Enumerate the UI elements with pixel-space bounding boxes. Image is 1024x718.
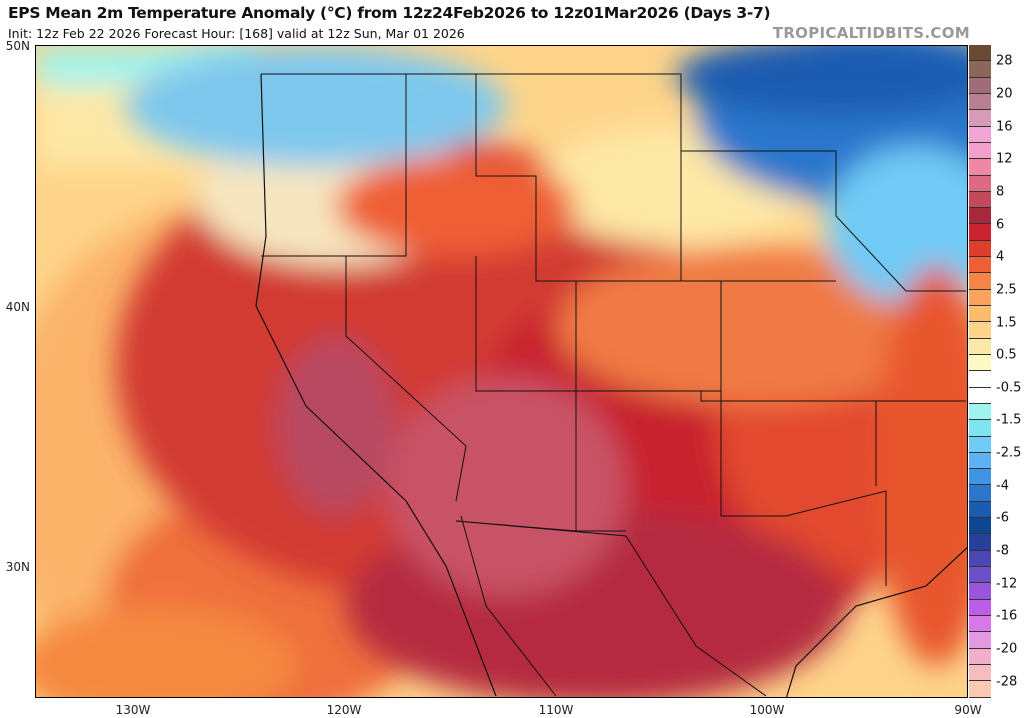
colorbar-swatch [969,599,991,616]
colorbar-swatch [969,436,991,453]
lon-label-110w: 110W [538,703,574,717]
colorbar-label: -4 [996,478,1009,494]
colorbar-label: -20 [996,641,1018,657]
colorbar-label: -2.5 [996,445,1022,461]
colorbar-swatch [969,77,991,94]
colorbar-swatch [969,110,991,127]
west-coastline [255,73,497,697]
lon-label-130w: 130W [115,703,151,717]
colorbar-swatch [969,45,991,62]
colorbar-swatch [969,501,991,519]
colorbar-label: 2.5 [996,282,1017,298]
colorbar-label: -0.5 [996,380,1022,396]
colorbar-swatch [969,240,991,258]
colorbar-swatch [969,583,991,600]
colorbar-label: -28 [996,674,1018,690]
colorbar-swatch [969,567,991,584]
colorbar [969,45,991,698]
lat-label-50n: 50N [5,39,30,53]
map-subtitle: Init: 12z Feb 22 2026 Forecast Hour: [16… [8,26,465,41]
colorbar-swatch [969,371,991,388]
colorbar-swatch [969,534,991,551]
lon-label-120w: 120W [326,703,362,717]
colorbar-swatch [969,289,991,306]
colorbar-swatch [969,208,991,225]
gulf-of-california-coast [460,515,557,697]
colorbar-swatch [969,452,991,470]
colorbar-swatch [969,518,991,535]
brand-watermark: TROPICALTIDBITS.COM [772,24,970,42]
colorbar-swatch [969,420,991,437]
colorbar-label: -1.5 [996,412,1022,428]
colorbar-swatch [969,126,991,143]
colorbar-swatch [969,354,991,372]
colorbar-swatch [969,159,991,176]
colorbar-swatch [969,175,991,192]
colorbar-swatch [969,306,991,323]
colorbar-label: 8 [996,184,1005,200]
colorbar-swatch [969,485,991,502]
colorbar-swatch [969,387,991,404]
colorbar-swatch [969,191,991,209]
temperature-anomaly-map [35,45,968,698]
colorbar-swatch [969,322,991,339]
colorbar-label: -16 [996,608,1018,624]
colorbar-label: 4 [996,249,1005,265]
colorbar-swatch [969,648,991,665]
map-title: EPS Mean 2m Temperature Anomaly (°C) fro… [8,4,771,22]
colorbar-swatch [969,664,991,682]
colorbar-swatch [969,403,991,421]
lat-label-30n: 30N [5,560,30,574]
map-canvas [36,46,967,697]
colorbar-swatch [969,257,991,274]
colorbar-label: 20 [996,86,1013,102]
colorbar-swatch [969,273,991,290]
lon-label-100w: 100W [749,703,785,717]
state-borders [261,73,966,697]
colorbar-label: -8 [996,543,1009,559]
colorbar-swatch [969,338,991,355]
colorbar-label: 6 [996,217,1005,233]
colorbar-label: 28 [996,53,1013,69]
colorbar-swatch [969,469,991,486]
colorbar-swatch [969,224,991,241]
colorbar-swatch [969,632,991,649]
colorbar-label: 12 [996,151,1013,167]
colorbar-swatch [969,142,991,160]
colorbar-swatch [969,681,991,698]
colorbar-swatch [969,615,991,633]
colorbar-label: 1.5 [996,315,1017,331]
gulf-coastline [785,547,967,697]
colorbar-swatch [969,61,991,78]
colorbar-label: -6 [996,510,1009,526]
colorbar-label: 16 [996,119,1013,135]
colorbar-label: -12 [996,576,1018,592]
lon-label-90w: 90W [954,703,982,717]
colorbar-swatch [969,93,991,111]
colorbar-swatch [969,550,991,567]
lat-label-40n: 40N [5,300,30,314]
colorbar-label: 0.5 [996,347,1017,363]
